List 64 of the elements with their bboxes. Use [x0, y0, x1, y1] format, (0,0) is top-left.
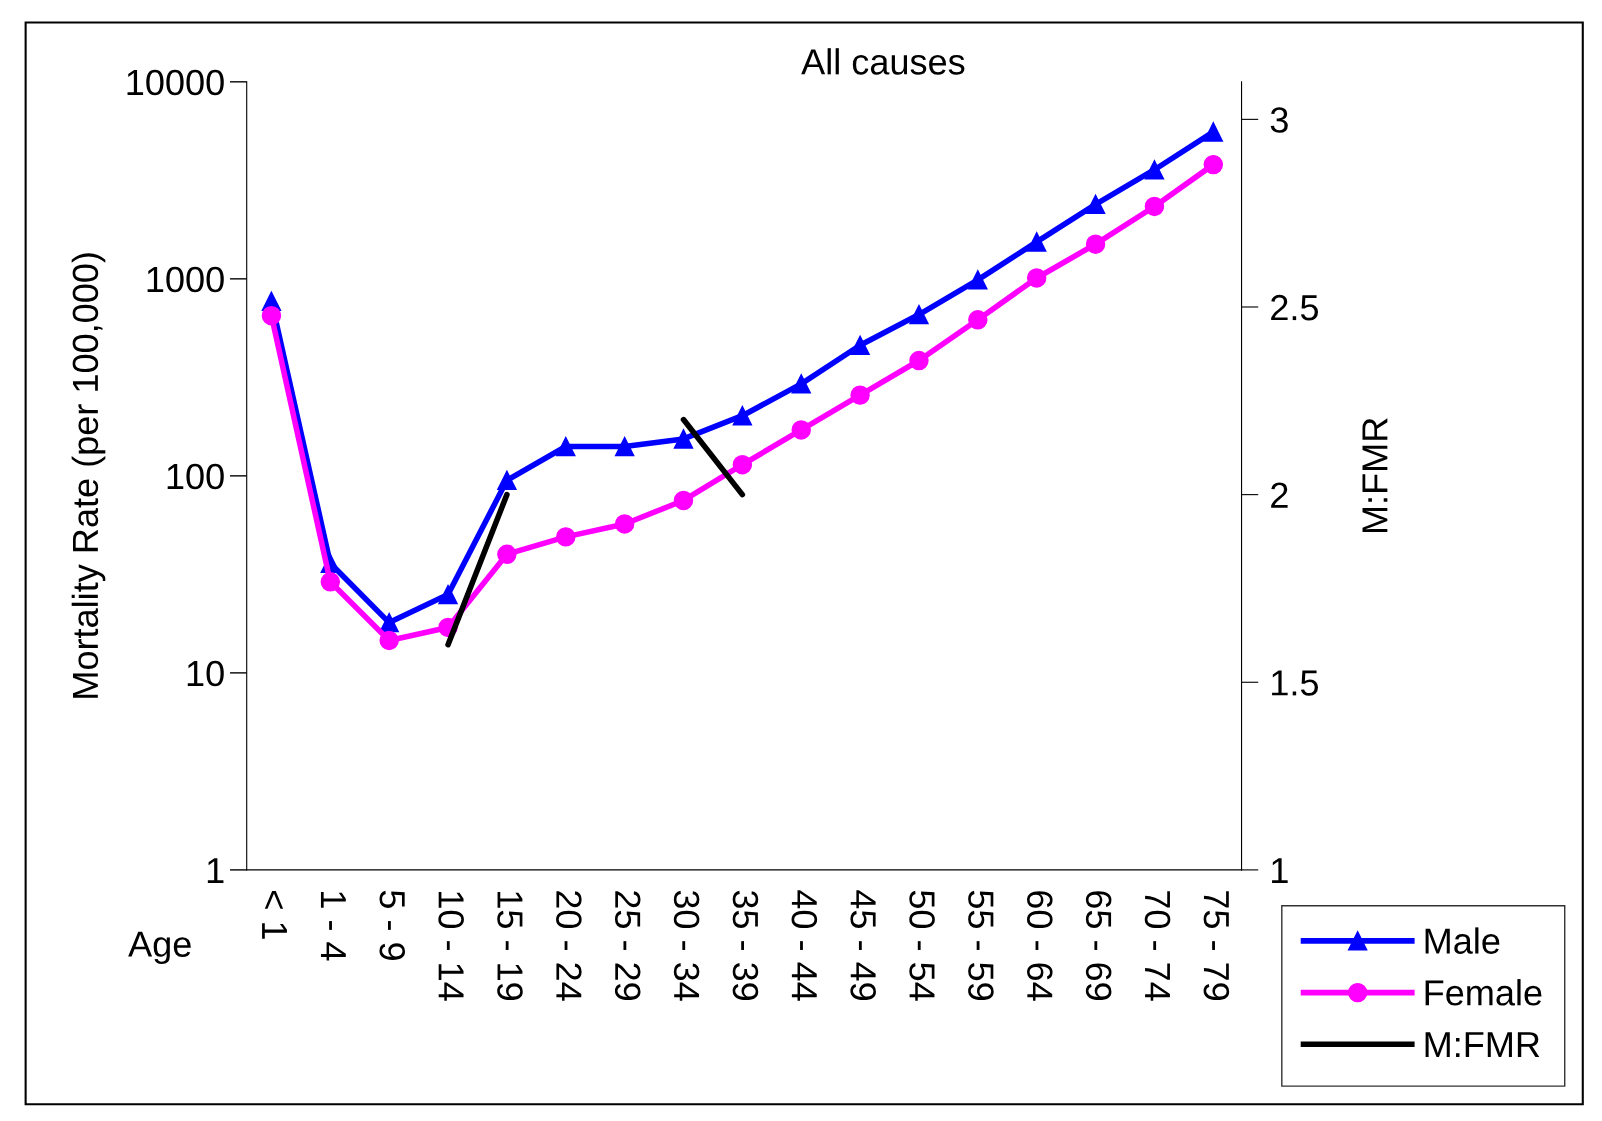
point — [497, 470, 517, 490]
point — [968, 310, 988, 330]
point — [850, 385, 870, 405]
point — [1085, 194, 1106, 215]
point — [1085, 234, 1106, 254]
point — [732, 405, 753, 426]
point — [379, 630, 399, 651]
point — [850, 335, 870, 356]
point — [909, 304, 929, 325]
x-tick-label: 45 - 49 — [850, 890, 876, 1001]
y-tick-label: 1000 — [147, 266, 224, 293]
x-tick-label: 20 - 24 — [556, 891, 582, 1001]
x-tick-label: 60 - 64 — [1027, 891, 1053, 1001]
legend-label: Male — [1425, 927, 1500, 954]
point — [1203, 122, 1224, 142]
point — [556, 436, 576, 457]
y-axis-title: Mortality Rate (per 100,000) — [71, 253, 106, 698]
legend-label: Female — [1425, 979, 1542, 1006]
y-tick-label: 10000 — [127, 69, 224, 96]
x-tick-label: 5 - 9 — [379, 890, 406, 960]
point — [320, 572, 341, 592]
point — [1144, 160, 1165, 180]
y-tick-label: 100 — [167, 463, 224, 490]
point — [1144, 196, 1165, 217]
point — [614, 436, 635, 457]
point — [556, 527, 576, 547]
y-tick-label: 1 — [207, 858, 224, 883]
point — [1026, 232, 1047, 252]
y2-axis-title: M:FMR — [1362, 418, 1388, 533]
y-tick-label: 10 — [187, 660, 224, 687]
x-tick-label: 15 - 19 — [497, 892, 523, 1001]
legend-label: M:FMR — [1425, 1032, 1540, 1057]
x-tick-label: 40 - 44 — [791, 890, 818, 1001]
point — [438, 584, 458, 605]
y2-tick-label: 2 — [1271, 482, 1288, 508]
chart-title: All causes — [801, 48, 965, 75]
x-tick-label: 70 - 74 — [1144, 891, 1171, 1001]
point — [614, 514, 635, 534]
x-tick-label: 55 - 59 — [968, 890, 994, 1001]
x-tick-label: 30 - 34 — [673, 890, 700, 1001]
x-tick-label: 35 - 39 — [732, 890, 759, 1001]
point — [791, 420, 811, 440]
x-tick-label: 50 - 54 — [909, 890, 935, 1001]
point — [1203, 154, 1224, 175]
y2-tick-label: 3 — [1270, 107, 1288, 133]
point — [791, 374, 811, 394]
point — [968, 270, 988, 290]
x-tick-label: 75 - 79 — [1203, 891, 1230, 1001]
point — [1026, 268, 1047, 288]
point — [909, 350, 929, 371]
point — [261, 305, 282, 326]
x-tick-label: 65 - 69 — [1085, 891, 1112, 1001]
point — [673, 429, 694, 449]
x-axis-title: Age — [128, 931, 191, 965]
x-tick-label: 25 - 29 — [614, 891, 641, 1001]
x-tick-label: 10 - 14 — [438, 892, 464, 1001]
point — [673, 490, 694, 511]
y2-tick-label: 1.5 — [1272, 670, 1319, 696]
point — [497, 544, 517, 564]
point — [732, 454, 753, 475]
y2-tick-label: 2.5 — [1271, 294, 1319, 321]
x-tick-label: 1 - 4 — [320, 892, 346, 961]
y2-tick-label: 1 — [1272, 858, 1288, 883]
x-tick-label: < 1 — [262, 891, 287, 939]
